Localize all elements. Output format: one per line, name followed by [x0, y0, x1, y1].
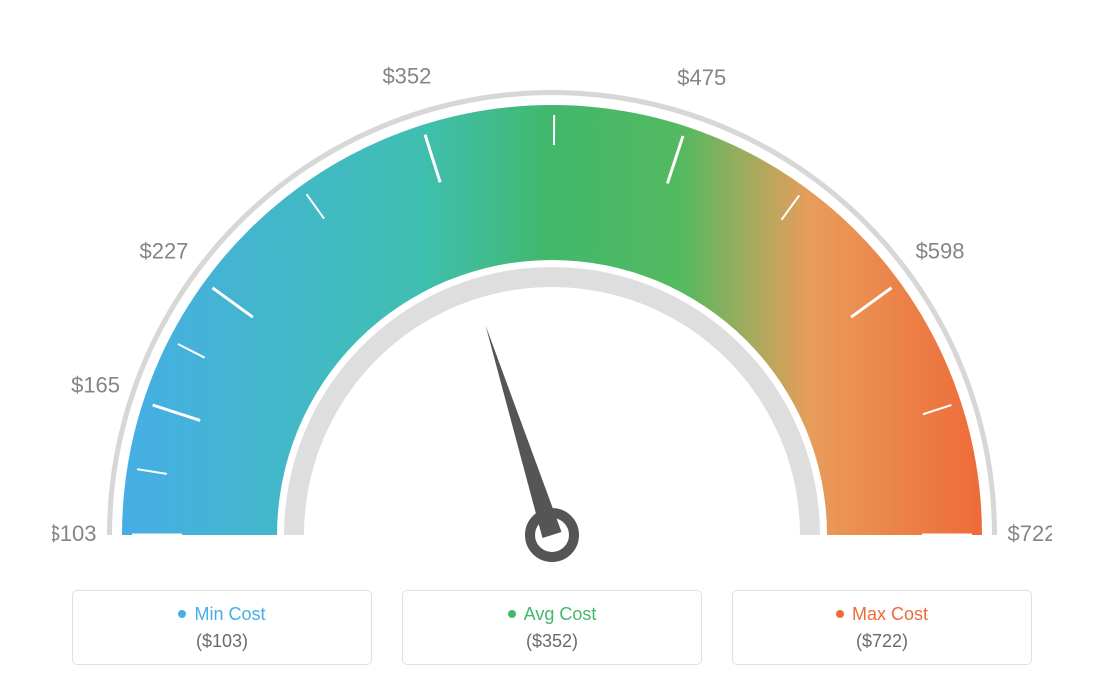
gauge-needle [486, 325, 562, 538]
max-cost-title-row: Max Cost [836, 604, 928, 625]
max-cost-card: Max Cost ($722) [732, 590, 1032, 665]
gauge-svg: $103 $165 $227 $352 $475 $598 $722 [52, 30, 1052, 590]
tick-label: $352 [382, 63, 431, 88]
avg-cost-card: Avg Cost ($352) [402, 590, 702, 665]
min-cost-value: ($103) [196, 631, 248, 652]
min-cost-title-row: Min Cost [178, 604, 265, 625]
avg-dot-icon [508, 610, 516, 618]
min-cost-title: Min Cost [194, 604, 265, 625]
tick-label: $722 [1008, 521, 1052, 546]
max-cost-value: ($722) [856, 631, 908, 652]
avg-cost-value: ($352) [526, 631, 578, 652]
tick-label: $475 [677, 65, 726, 90]
summary-cards: Min Cost ($103) Avg Cost ($352) Max Cost… [72, 590, 1032, 665]
tick-label: $598 [916, 238, 965, 263]
cost-gauge: $103 $165 $227 $352 $475 $598 $722 [52, 30, 1052, 590]
max-cost-title: Max Cost [852, 604, 928, 625]
max-dot-icon [836, 610, 844, 618]
tick-label: $165 [71, 372, 120, 397]
min-dot-icon [178, 610, 186, 618]
tick-label: $227 [139, 238, 188, 263]
avg-cost-title-row: Avg Cost [508, 604, 597, 625]
min-cost-card: Min Cost ($103) [72, 590, 372, 665]
tick-label: $103 [52, 521, 96, 546]
avg-cost-title: Avg Cost [524, 604, 597, 625]
gauge-band [122, 105, 982, 535]
